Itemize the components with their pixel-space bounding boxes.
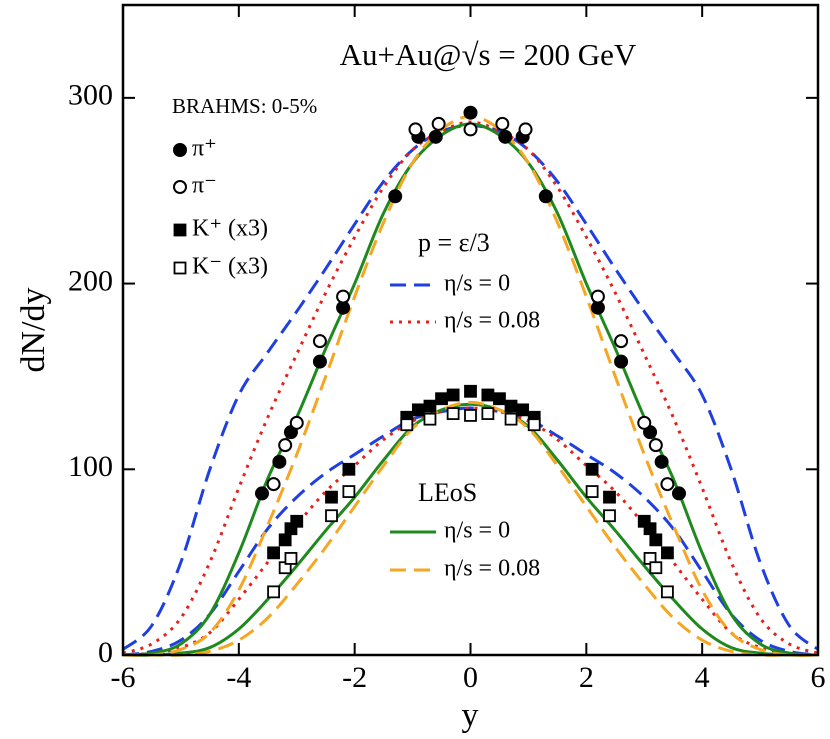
marker xyxy=(648,438,663,453)
marker xyxy=(614,354,629,369)
marker xyxy=(660,477,675,492)
curve xyxy=(123,400,818,657)
annotation: p = ε/3 xyxy=(418,228,490,257)
legend-label: η/s = 0 xyxy=(444,518,510,544)
x-tick-label: -2 xyxy=(342,661,367,694)
marker xyxy=(464,384,477,398)
marker xyxy=(278,438,293,453)
marker xyxy=(518,122,533,137)
marker xyxy=(504,399,518,413)
marker xyxy=(272,454,287,469)
marker xyxy=(585,485,599,498)
marker xyxy=(388,189,403,204)
marker xyxy=(463,122,478,137)
marker xyxy=(493,392,506,406)
x-tick-label: 4 xyxy=(695,661,710,694)
marker xyxy=(423,412,437,426)
marker xyxy=(284,552,298,565)
marker xyxy=(498,129,513,144)
marker xyxy=(654,454,669,469)
legend-swatch xyxy=(173,143,187,157)
marker xyxy=(435,392,448,406)
marker xyxy=(255,486,269,501)
marker xyxy=(661,585,674,599)
x-tick-label: 0 xyxy=(463,661,478,694)
y-tick-label: 300 xyxy=(68,79,113,112)
legend-label: η/s = 0.08 xyxy=(444,556,540,582)
marker xyxy=(463,105,478,120)
marker xyxy=(267,546,280,560)
y-tick-label: 0 xyxy=(98,636,113,669)
marker xyxy=(495,116,510,131)
marker xyxy=(603,509,616,523)
legend-label: π⁺ xyxy=(192,136,217,162)
marker xyxy=(516,403,530,417)
marker xyxy=(643,522,657,536)
marker xyxy=(408,122,423,137)
marker xyxy=(312,354,327,369)
curve xyxy=(122,120,819,655)
annotation: LEoS xyxy=(418,478,477,507)
marker xyxy=(342,462,356,476)
marker xyxy=(423,399,437,413)
marker xyxy=(266,477,281,492)
marker xyxy=(614,334,629,349)
marker xyxy=(446,388,460,402)
marker xyxy=(267,585,280,599)
y-axis-label: dN/dy xyxy=(15,288,52,373)
marker xyxy=(464,409,477,422)
legend-swatch xyxy=(173,261,187,275)
marker xyxy=(446,407,460,420)
marker xyxy=(336,289,351,304)
marker xyxy=(504,412,518,426)
marker xyxy=(538,189,553,204)
x-tick-label: 6 xyxy=(811,661,826,694)
marker xyxy=(590,289,605,304)
marker xyxy=(637,415,652,430)
marker xyxy=(325,509,338,523)
marker xyxy=(585,462,599,476)
annotation: BRAHMS: 0-5% xyxy=(172,94,317,118)
legend-label: π⁻ xyxy=(192,173,217,199)
x-tick-label: -4 xyxy=(226,661,251,694)
curve xyxy=(122,406,819,657)
legend-label: η/s = 0 xyxy=(444,271,510,297)
marker xyxy=(481,407,495,420)
marker xyxy=(312,334,327,349)
plot-frame xyxy=(121,3,820,657)
legend-label: K⁻ (x3) xyxy=(192,254,268,280)
marker xyxy=(400,418,414,432)
marker xyxy=(672,486,686,501)
marker xyxy=(431,116,446,131)
marker xyxy=(428,129,443,144)
marker xyxy=(289,415,304,430)
marker xyxy=(527,418,541,432)
legend-label: η/s = 0.08 xyxy=(444,308,540,334)
marker xyxy=(661,546,674,560)
marker xyxy=(342,485,356,498)
marker xyxy=(649,533,663,547)
legend-swatch xyxy=(173,180,187,194)
marker xyxy=(603,490,616,504)
curve xyxy=(122,402,819,657)
x-tick-label: -6 xyxy=(111,661,136,694)
x-axis-label: y xyxy=(462,697,479,734)
marker xyxy=(290,514,304,528)
marker xyxy=(278,533,292,547)
legend-label: K⁺ (x3) xyxy=(192,216,268,242)
marker xyxy=(325,490,338,504)
y-tick-label: 100 xyxy=(68,450,113,483)
curve xyxy=(122,406,819,657)
y-tick-label: 200 xyxy=(68,264,113,297)
marker xyxy=(649,561,663,575)
chart-title: Au+Au@√s = 200 GeV xyxy=(340,37,637,72)
legend-swatch xyxy=(173,223,187,237)
marker xyxy=(411,403,425,417)
marker xyxy=(481,388,495,402)
x-tick-label: 2 xyxy=(579,661,594,694)
